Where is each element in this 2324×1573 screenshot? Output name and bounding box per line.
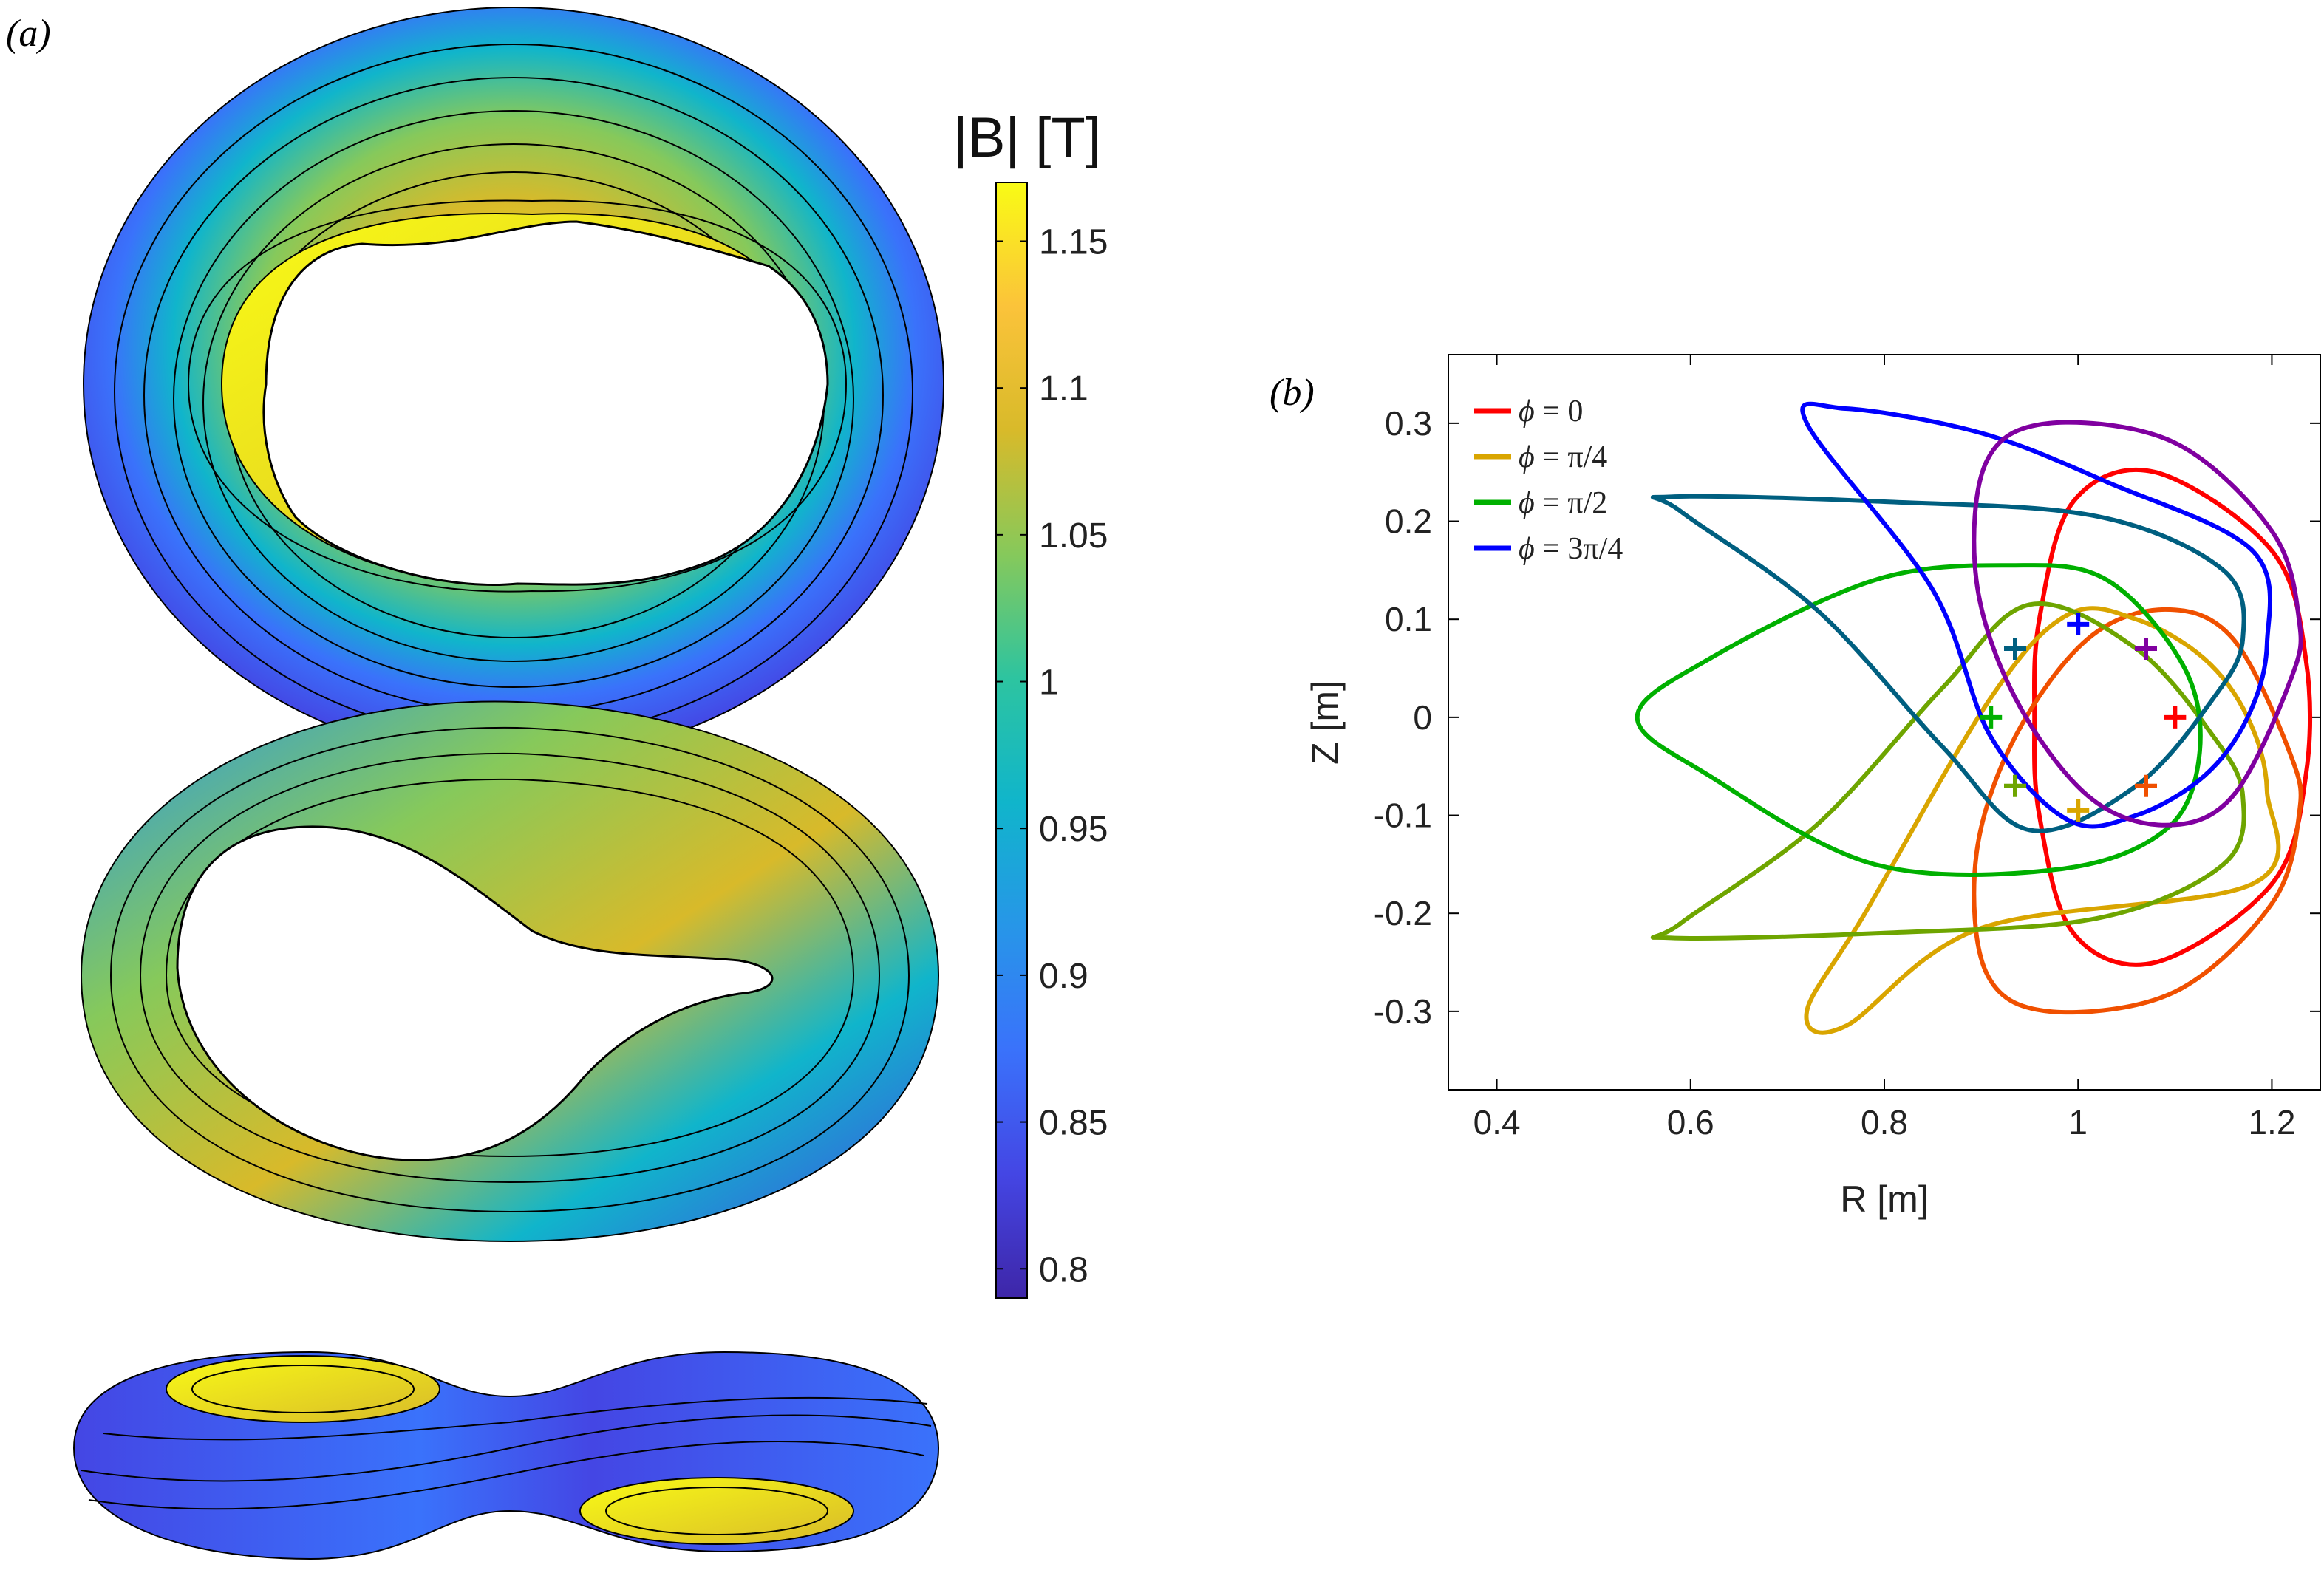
legend-value: = 0 [1535,395,1584,429]
magnetic-axis-marker [2135,638,2157,660]
x-axis-label: R [m] [1840,1178,1928,1220]
magnetic-axis-marker [2004,774,2026,797]
legend-entry: ϕ = π/2 [1519,486,1607,520]
cross-section-curve [1650,494,2246,833]
legend-phi: ϕ [1519,440,1535,474]
y-tick-label: 0.2 [1385,502,1432,541]
y-tick-label: -0.3 [1374,992,1432,1031]
legend-value: = 3π/4 [1535,532,1623,566]
torus-top-hole [262,220,829,587]
panel-a-label: (a) [6,13,51,55]
y-axis-label: Z [m] [1304,680,1346,765]
x-tick-label: 0.6 [1667,1103,1714,1142]
y-tick-label: 0 [1413,698,1432,737]
legend-value: = π/4 [1535,440,1608,474]
legend-entry: ϕ = π/4 [1519,440,1607,474]
colorbar-tick-label: 1.15 [1039,222,1108,262]
colorbar-tick-label: 1 [1039,663,1059,703]
cross-section-curve [1635,563,2203,877]
torus-oblique-view [80,700,940,1243]
legend-entry: ϕ = 3π/4 [1519,532,1623,566]
colorbar-tick-label: 1.05 [1039,516,1108,556]
cross-section-plot: 0.4 0.6 0.8 1 1.2 -0.3 -0.2 -0.1 0 0.1 0.2 0.3 R [m… [1304,354,2321,1220]
legend-value: = π/2 [1535,486,1608,520]
y-tick-label: -0.2 [1374,894,1432,932]
magnetic-axis-marker [2067,799,2090,822]
cross-section-curve [1650,601,2246,941]
legend-phi: ϕ [1519,532,1535,566]
colorbar-gradient [995,182,1028,1299]
plot-curves [1635,401,2313,1035]
magnetic-axis-marker [1980,706,2003,729]
legend-phi: ϕ [1519,395,1535,429]
legend-entry: ϕ = 0 [1519,395,1583,429]
colorbar: |B| [T] 0.8 0.85 0.9 0.95 1 1.05 1.1 1.15 [953,106,1108,1299]
colorbar-tick-label: 1.1 [1039,369,1088,409]
x-tick-label: 0.8 [1861,1103,1908,1142]
magnetic-axis-marker [2135,774,2157,797]
y-tick-label: 0.3 [1385,404,1432,443]
magnetic-axis-marker [2164,706,2187,729]
panel-b-label: (b) [1270,372,1315,414]
colorbar-tick-label: 0.95 [1039,810,1108,849]
torus-oblique-hole [176,825,774,1161]
colorbar-tick-label: 0.9 [1039,957,1088,996]
cross-section-curve [2031,468,2313,967]
torus-top-view [83,7,944,762]
magnetic-axis-marker [2004,638,2026,660]
colorbar-tick-label: 0.8 [1039,1250,1088,1289]
magnetic-axis-markers [1980,613,2187,822]
torus-side-view [72,1351,940,1560]
y-tick-label: -0.1 [1374,796,1432,835]
cross-section-curve [1972,420,2303,828]
y-tick-label: 0.1 [1385,600,1432,638]
plot-ticks: 0.4 0.6 0.8 1 1.2 -0.3 -0.2 -0.1 0 0.1 0.2 0.3 [1374,355,2320,1142]
colorbar-ticks: 0.8 0.85 0.9 0.95 1 1.05 1.1 1.15 [996,222,1108,1289]
x-tick-label: 1.2 [2248,1103,2295,1142]
x-tick-label: 1 [2068,1103,2088,1142]
colorbar-title: |B| [T] [953,106,1101,169]
magnetic-axis-marker [2067,613,2090,635]
cross-section-curve [1800,401,2272,829]
legend-phi: ϕ [1519,486,1535,520]
x-tick-label: 0.4 [1473,1103,1521,1142]
legend: ϕ = 0ϕ = π/4ϕ = π/2ϕ = 3π/4 [1474,395,1623,566]
colorbar-tick-label: 0.85 [1039,1104,1108,1143]
